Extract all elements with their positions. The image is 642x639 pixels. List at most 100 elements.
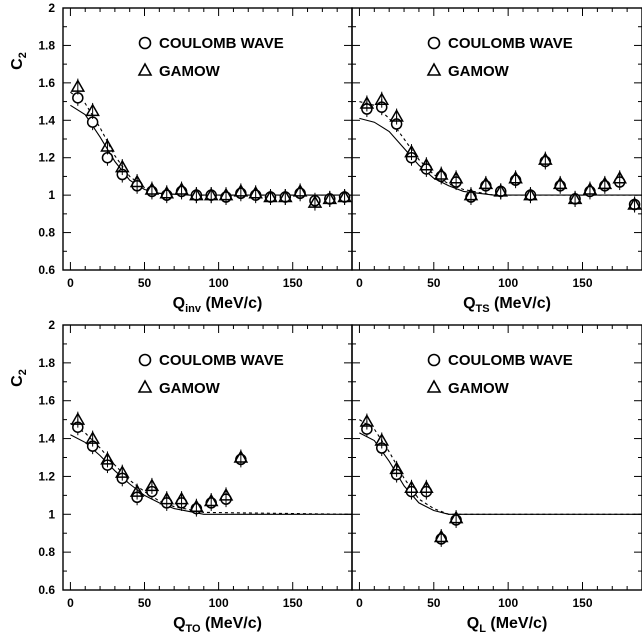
data-point-gamow bbox=[159, 185, 175, 199]
x-tick-label: 0 bbox=[356, 596, 363, 610]
data-point-gamow bbox=[374, 92, 390, 105]
data-point-gamow bbox=[278, 189, 293, 203]
plot-area bbox=[359, 413, 642, 547]
legend-circle-icon bbox=[138, 36, 152, 50]
data-point-gamow bbox=[307, 195, 323, 208]
x-tick-label: 150 bbox=[283, 276, 303, 290]
data-point-gamow bbox=[389, 461, 404, 475]
x-tick-label: 150 bbox=[572, 596, 592, 610]
y-tick-label: 1.4 bbox=[38, 432, 55, 446]
legend: COULOMB WAVE GAMOW bbox=[426, 35, 573, 80]
data-point-gamow bbox=[100, 138, 115, 152]
data-point-gamow bbox=[448, 510, 464, 524]
x-tick-label: 150 bbox=[572, 276, 592, 290]
y-tick-label: 1.4 bbox=[38, 113, 55, 127]
data-point-gamow bbox=[114, 159, 130, 173]
y-tick-label: 0.8 bbox=[38, 545, 55, 559]
panel-1: 0.6 0.8 1 1.2 1.4 1.6 1.8 2 0 50 100 150 Qinv (MeV/c… bbox=[9, 1, 353, 315]
fit-line-dashed bbox=[359, 419, 642, 515]
data-point-gamow bbox=[70, 79, 86, 92]
legend-triangle-icon bbox=[137, 62, 153, 76]
x-tick-label: 50 bbox=[138, 596, 152, 610]
legend-triangle-icon bbox=[426, 379, 442, 393]
data-point-gamow bbox=[433, 529, 449, 543]
plot-area bbox=[70, 78, 352, 211]
panel-3: 0.6 0.8 1 1.2 1.4 1.6 1.8 2 0 50 100 150 QTO (MeV/c)… bbox=[9, 318, 353, 635]
y-axis-title: C2 bbox=[9, 52, 29, 70]
legend-label: GAMOW bbox=[448, 380, 510, 397]
y-tick-label: 1.8 bbox=[38, 356, 55, 370]
x-axis-title: Qinv (MeV/c) bbox=[173, 295, 263, 315]
data-point-gamow bbox=[159, 491, 175, 505]
data-point-gamow bbox=[189, 499, 204, 512]
legend-label: COULOMB WAVE bbox=[448, 35, 573, 52]
data-point-gamow bbox=[419, 157, 434, 171]
legend-label: GAMOW bbox=[448, 63, 510, 80]
data-point-gamow bbox=[448, 170, 464, 184]
data-point-gamow bbox=[263, 189, 278, 203]
x-tick-label: 100 bbox=[209, 276, 229, 290]
x-tick-label: 0 bbox=[356, 276, 363, 290]
data-point-gamow bbox=[203, 493, 219, 507]
legend: COULOMB WAVE GAMOW bbox=[137, 35, 284, 80]
data-point-gamow bbox=[114, 465, 130, 478]
data-point-gamow bbox=[433, 167, 449, 180]
data-point-gamow bbox=[597, 176, 613, 190]
x-tick-label: 100 bbox=[498, 276, 518, 290]
x-tick-label: 50 bbox=[427, 596, 441, 610]
data-point-gamow bbox=[538, 152, 553, 165]
y-tick-label: 2 bbox=[48, 1, 55, 15]
y-tick-label: 0.6 bbox=[38, 263, 55, 277]
legend-triangle-icon bbox=[137, 379, 153, 393]
legend-label: COULOMB WAVE bbox=[448, 352, 573, 369]
data-point-gamow bbox=[463, 187, 479, 201]
data-point-gamow bbox=[359, 414, 375, 427]
y-tick-label: 0.6 bbox=[38, 583, 55, 597]
x-tick-label: 50 bbox=[427, 276, 441, 290]
y-tick-label: 1.2 bbox=[38, 151, 55, 165]
data-point-gamow bbox=[233, 183, 249, 197]
fit-line-dashed bbox=[70, 91, 352, 196]
data-point-gamow bbox=[523, 187, 538, 201]
data-point-gamow bbox=[374, 432, 390, 446]
data-point-gamow bbox=[218, 187, 234, 201]
data-point-gamow bbox=[322, 191, 338, 205]
plot-area bbox=[70, 411, 352, 517]
data-point-gamow bbox=[129, 484, 145, 497]
x-tick-label: 0 bbox=[67, 276, 74, 290]
data-point-gamow bbox=[174, 491, 189, 505]
legend-label: COULOMB WAVE bbox=[159, 35, 284, 52]
legend-circle-icon bbox=[427, 36, 441, 50]
data-point-gamow bbox=[248, 185, 263, 199]
data-point-gamow bbox=[582, 182, 598, 195]
x-axis-title: QTS (MeV/c) bbox=[463, 295, 551, 315]
data-point-gamow bbox=[627, 196, 642, 210]
data-point-gamow bbox=[404, 144, 419, 158]
legend: COULOMB WAVE GAMOW bbox=[137, 352, 284, 397]
data-point-gamow bbox=[129, 174, 145, 188]
data-point-gamow bbox=[218, 487, 234, 501]
data-point-gamow bbox=[478, 176, 494, 190]
y-tick-label: 1.6 bbox=[38, 394, 55, 408]
data-point-gamow bbox=[233, 449, 249, 463]
data-point-gamow bbox=[404, 480, 419, 494]
legend-label: GAMOW bbox=[159, 63, 221, 80]
legend-circle-icon bbox=[427, 353, 441, 367]
data-point-gamow bbox=[144, 478, 160, 492]
plot-area bbox=[359, 91, 642, 213]
legend-label: GAMOW bbox=[159, 380, 221, 397]
x-tick-label: 150 bbox=[283, 596, 303, 610]
x-tick-label: 0 bbox=[67, 596, 74, 610]
data-point-gamow bbox=[567, 191, 583, 205]
panel-4: 0 50 100 150 QL (MeV/c) COULOMB WAVE GAMOW bbox=[351, 324, 642, 635]
data-point-gamow bbox=[612, 170, 627, 184]
legend-label: COULOMB WAVE bbox=[159, 352, 284, 369]
legend: COULOMB WAVE GAMOW bbox=[426, 352, 573, 397]
fit-line-dashed bbox=[359, 101, 642, 196]
data-point-gamow bbox=[203, 187, 219, 201]
data-point-gamow bbox=[100, 451, 115, 465]
x-tick-label: 50 bbox=[138, 276, 152, 290]
data-point-gamow bbox=[337, 189, 352, 203]
x-axis-title: QL (MeV/c) bbox=[467, 615, 548, 635]
